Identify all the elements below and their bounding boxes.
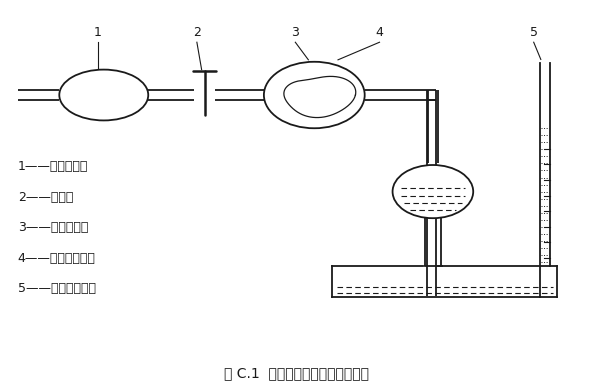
Text: 4: 4 <box>375 26 384 39</box>
Text: 4——超压排气阀；: 4——超压排气阀； <box>18 252 95 265</box>
Text: 5: 5 <box>530 26 538 39</box>
Circle shape <box>393 165 473 218</box>
Text: 1——抽气手球；: 1——抽气手球； <box>18 160 88 173</box>
Text: 2: 2 <box>193 26 201 39</box>
Text: 1: 1 <box>94 26 102 39</box>
Text: 3——定容腔体；: 3——定容腔体； <box>18 221 88 234</box>
Text: 5——水柱压力计。: 5——水柱压力计。 <box>18 282 96 295</box>
Circle shape <box>264 62 365 128</box>
Text: 2——夹子；: 2——夹子； <box>18 191 73 204</box>
Ellipse shape <box>59 70 148 120</box>
Text: 3: 3 <box>291 26 299 39</box>
Text: 图 C.1  超压排气阀气密性试验装置: 图 C.1 超压排气阀气密性试验装置 <box>224 366 369 380</box>
